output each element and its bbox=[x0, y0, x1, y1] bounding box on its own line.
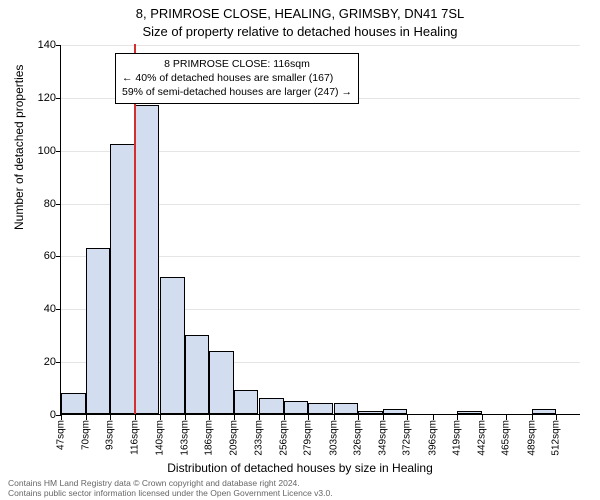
histogram-bar bbox=[135, 105, 160, 414]
histogram-bar bbox=[209, 351, 234, 414]
xtick-label: 256sqm bbox=[278, 414, 289, 456]
histogram-bar bbox=[234, 390, 259, 414]
ytick-mark bbox=[56, 256, 61, 257]
histogram-bar bbox=[308, 403, 333, 414]
xtick-label: 93sqm bbox=[105, 414, 116, 450]
xtick-label: 396sqm bbox=[427, 414, 438, 456]
ytick-mark bbox=[56, 309, 61, 310]
chart-title-sub: Size of property relative to detached ho… bbox=[0, 24, 600, 39]
chart-container: 8, PRIMROSE CLOSE, HEALING, GRIMSBY, DN4… bbox=[0, 0, 600, 500]
xtick-label: 372sqm bbox=[402, 414, 413, 456]
ytick-mark bbox=[56, 151, 61, 152]
histogram-bar bbox=[334, 403, 359, 414]
ytick-mark bbox=[56, 98, 61, 99]
xtick-label: 419sqm bbox=[452, 414, 463, 456]
xtick-label: 233sqm bbox=[254, 414, 265, 456]
chart-title-main: 8, PRIMROSE CLOSE, HEALING, GRIMSBY, DN4… bbox=[0, 6, 600, 21]
ytick-mark bbox=[56, 362, 61, 363]
xtick-label: 303sqm bbox=[328, 414, 339, 456]
xtick-label: 326sqm bbox=[353, 414, 364, 456]
ytick-label: 80 bbox=[16, 198, 56, 210]
histogram-bar bbox=[284, 401, 309, 414]
xtick-label: 116sqm bbox=[129, 414, 140, 455]
ytick-label: 140 bbox=[16, 39, 56, 51]
ytick-label: 20 bbox=[16, 356, 56, 368]
xtick-label: 47sqm bbox=[56, 414, 67, 450]
xtick-label: 442sqm bbox=[476, 414, 487, 456]
ytick-label: 40 bbox=[16, 303, 56, 315]
xtick-label: 349sqm bbox=[377, 414, 388, 456]
histogram-bar bbox=[185, 335, 210, 414]
ytick-mark bbox=[56, 45, 61, 46]
footer-line2: Contains public sector information licen… bbox=[8, 488, 333, 498]
gridline bbox=[61, 45, 580, 46]
xtick-label: 140sqm bbox=[155, 414, 166, 456]
ytick-label: 120 bbox=[16, 92, 56, 104]
xtick-label: 512sqm bbox=[551, 414, 562, 456]
annotation-line3: 59% of semi-detached houses are larger (… bbox=[122, 85, 352, 99]
x-axis-label: Distribution of detached houses by size … bbox=[0, 461, 600, 475]
ytick-label: 100 bbox=[16, 145, 56, 157]
xtick-label: 465sqm bbox=[501, 414, 512, 456]
ytick-label: 60 bbox=[16, 250, 56, 262]
histogram-bar bbox=[86, 248, 111, 415]
ytick-mark bbox=[56, 204, 61, 205]
footer: Contains HM Land Registry data © Crown c… bbox=[8, 478, 333, 498]
footer-line1: Contains HM Land Registry data © Crown c… bbox=[8, 478, 333, 488]
xtick-label: 70sqm bbox=[80, 414, 91, 450]
ytick-label: 0 bbox=[16, 409, 56, 421]
histogram-bar bbox=[259, 398, 284, 414]
xtick-label: 279sqm bbox=[303, 414, 314, 456]
xtick-label: 209sqm bbox=[228, 414, 239, 456]
xtick-label: 163sqm bbox=[179, 414, 190, 456]
xtick-label: 489sqm bbox=[526, 414, 537, 456]
annotation-line2: ← 40% of detached houses are smaller (16… bbox=[122, 71, 352, 85]
annotation-line1: 8 PRIMROSE CLOSE: 116sqm bbox=[122, 57, 352, 71]
histogram-bar bbox=[61, 393, 86, 414]
histogram-bar bbox=[160, 277, 185, 414]
xtick-label: 186sqm bbox=[204, 414, 215, 456]
annotation-box: 8 PRIMROSE CLOSE: 116sqm ← 40% of detach… bbox=[115, 53, 359, 104]
histogram-bar bbox=[110, 144, 135, 414]
